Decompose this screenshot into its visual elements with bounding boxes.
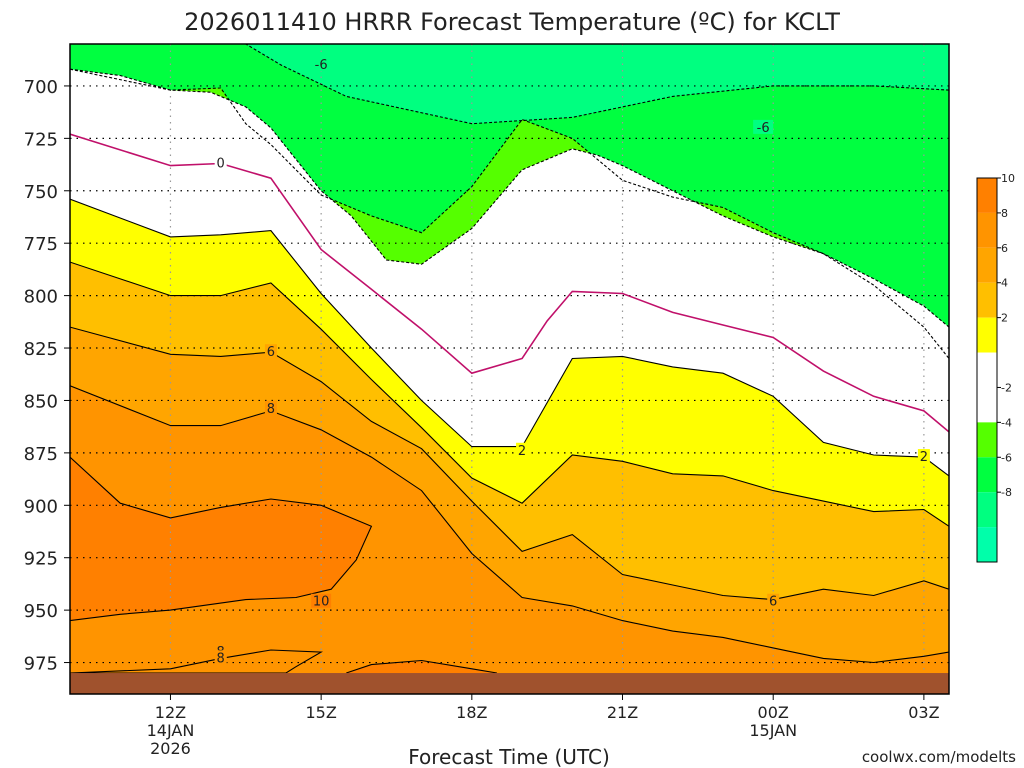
colorbar-swatch-6	[977, 247, 997, 283]
contour-line-6-6	[70, 326, 949, 601]
y-tick-label-800: 800	[24, 287, 58, 308]
contour-label-0-3-0: 0	[217, 157, 225, 172]
fill-region-8-1	[70, 650, 322, 673]
footer-site-link[interactable]: coolwx.com/modelts	[862, 748, 1016, 766]
contour-label-2-4-1: 2	[920, 450, 928, 465]
colorbar-label--4: -4	[1001, 416, 1012, 429]
fill-band-above-8	[70, 385, 949, 694]
contour-line-0-3	[70, 133, 949, 433]
contour-label--6-0-0: -6	[315, 58, 328, 73]
temperature-fill-layer	[70, 44, 949, 694]
x-tick-label-15Z: 15Z	[305, 703, 336, 722]
x-tick-label-12Z: 12Z	[155, 703, 186, 722]
x-tick-date-00Z: 15JAN	[749, 721, 797, 740]
contour-label-2-4-0: 2	[518, 444, 526, 459]
contour-line--2-2	[70, 68, 949, 328]
contour-line-2-4	[70, 198, 949, 477]
colorbar-label-2: 2	[1001, 312, 1008, 325]
colorbar: 10 8 6 4 2 -2 -4 -6 -8	[976, 172, 1015, 563]
y-tick-label-850: 850	[24, 391, 58, 412]
contour-layer	[70, 44, 949, 674]
y-tick-label-700: 700	[24, 77, 58, 98]
contour-label-bg	[311, 56, 332, 71]
colorbar-swatch--8	[977, 492, 997, 528]
colorbar-swatch-4	[977, 282, 997, 318]
colorbar-label--2: -2	[1001, 381, 1012, 394]
y-tick-label-725: 725	[24, 129, 58, 150]
plot-frame	[69, 43, 950, 695]
x-tick-year-12Z: 2026	[150, 739, 191, 758]
colorbar-swatch--6	[977, 457, 997, 493]
colorbar-swatch-8	[977, 212, 997, 248]
contour-line-10-10	[346, 659, 497, 674]
contour-label-bg	[753, 119, 774, 134]
contour-label--6-0-1: -6	[757, 121, 770, 136]
chart-title: 2026011410 HRRR Forecast Temperature (ºC…	[184, 8, 840, 36]
fill-region-10-0	[70, 457, 372, 621]
y-tick-label-875: 875	[24, 444, 58, 465]
colorbar-label--6: -6	[1001, 451, 1012, 464]
contour-label-bg	[214, 155, 227, 170]
y-tick-label-975: 975	[24, 654, 58, 675]
colorbar-swatch-0	[977, 352, 997, 388]
contour-label-8-7-0: 8	[267, 402, 275, 417]
colorbar-swatch-10	[977, 178, 997, 213]
colorbar-label-6: 6	[1001, 242, 1008, 255]
x-tick-label-21Z: 21Z	[607, 703, 638, 722]
contour-line--6-0	[70, 44, 949, 125]
colorbar-label-8: 8	[1001, 207, 1008, 220]
contour-label-bg	[311, 593, 332, 608]
x-tick-label-03Z: 03Z	[908, 703, 939, 722]
contour-line-8-7	[70, 385, 949, 664]
contour-label-bg	[264, 400, 277, 415]
y-tick-label-950: 950	[24, 601, 58, 622]
colorbar-label--8: -8	[1001, 486, 1012, 499]
ground-below-surface	[70, 673, 949, 694]
y-axis: 700 725 750 775 800 825 850 875 900 925 950 975	[24, 77, 70, 675]
colorbar-label-10: 10	[1001, 172, 1015, 185]
contour-label-bg	[516, 442, 529, 457]
contour-label-6-6-1: 6	[769, 595, 777, 610]
contour-label-bg	[767, 593, 780, 608]
contour-line-8-9	[70, 649, 324, 674]
y-tick-label-750: 750	[24, 182, 58, 203]
contour-label-6-6-0: 6	[267, 345, 275, 360]
y-tick-label-900: 900	[24, 496, 58, 517]
contour-label-bg	[264, 344, 277, 359]
colorbar-frame	[976, 177, 998, 563]
colorbar-swatch--2	[977, 387, 997, 423]
grid-layer	[70, 44, 949, 694]
contour-labels: -6-60226688108	[214, 56, 930, 666]
ground-layer	[70, 673, 949, 694]
x-tick-label-00Z: 00Z	[758, 703, 789, 722]
contour-label-bg	[917, 449, 930, 464]
contour-line-10-8	[70, 456, 373, 622]
x-tick-label-18Z: 18Z	[456, 703, 487, 722]
x-axis-title: Forecast Time (UTC)	[408, 745, 610, 768]
x-tick-date-12Z: 14JAN	[147, 721, 195, 740]
y-tick-label-775: 775	[24, 234, 58, 255]
y-tick-label-925: 925	[24, 549, 58, 570]
contour-label-10-8-0: 10	[313, 595, 330, 610]
colorbar-swatch--4	[977, 422, 997, 458]
contour-line--4-1	[70, 68, 949, 359]
colorbar-label-4: 4	[1001, 277, 1008, 290]
colorbar-swatch-2	[977, 317, 997, 353]
y-tick-label-825: 825	[24, 339, 58, 360]
contour-line-4-5	[70, 261, 949, 527]
contour-label-8-9-0: 8	[217, 651, 225, 666]
contour-label-bg	[214, 650, 227, 665]
colorbar-swatch--10	[977, 527, 997, 562]
